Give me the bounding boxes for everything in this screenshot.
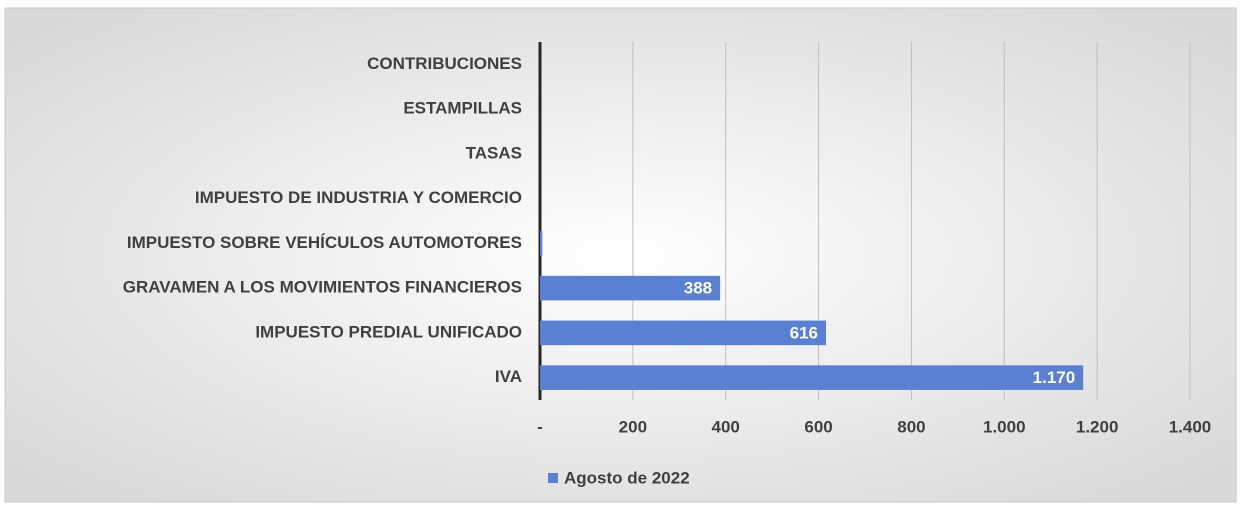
y-tick-label: CONTRIBUCIONES	[367, 54, 522, 73]
data-label: 388	[684, 279, 712, 298]
x-tick-label: 600	[804, 417, 832, 436]
bar	[540, 365, 1084, 390]
bar	[540, 320, 826, 346]
legend-label: Agosto de 2022	[564, 468, 690, 487]
x-tick-label: 800	[897, 417, 925, 436]
chart-background	[4, 7, 1237, 503]
y-tick-label: GRAVAMEN A LOS MOVIMIENTOS FINANCIEROS	[123, 278, 522, 297]
y-tick-label: ESTAMPILLAS	[403, 99, 522, 118]
y-tick-label: IVA	[495, 367, 522, 386]
x-tick-label: 200	[619, 417, 647, 436]
bar	[540, 275, 721, 301]
y-tick-label: IMPUESTO SOBRE VEHÍCULOS AUTOMOTORES	[127, 233, 522, 252]
x-tick-label: -	[537, 417, 543, 436]
y-tick-label: TASAS	[466, 143, 522, 162]
data-label: 616	[790, 323, 818, 342]
legend-swatch	[548, 473, 558, 483]
bar	[540, 231, 543, 256]
y-tick-label: IMPUESTO DE INDUSTRIA Y COMERCIO	[195, 188, 522, 207]
x-tick-label: 1.400	[1169, 417, 1212, 436]
x-tick-label: 1.200	[1076, 417, 1119, 436]
y-tick-label: IMPUESTO PREDIAL UNIFICADO	[255, 322, 522, 341]
data-label: 1.170	[1033, 368, 1076, 387]
x-tick-label: 400	[712, 417, 740, 436]
x-tick-label: 1.000	[983, 417, 1026, 436]
